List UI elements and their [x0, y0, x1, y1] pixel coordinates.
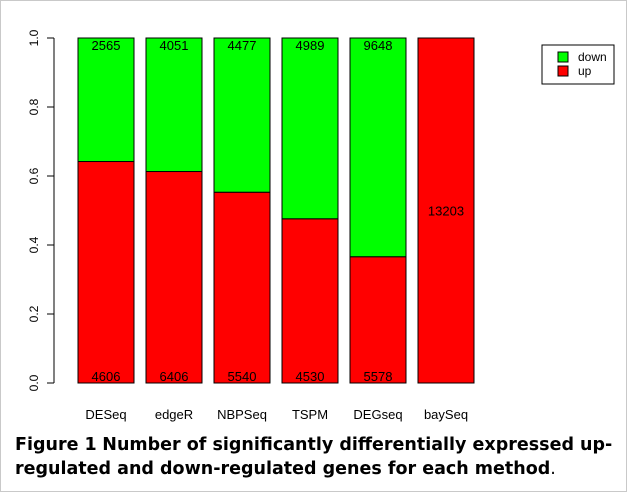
y-tick-label: 0.2	[27, 305, 41, 322]
bar-label-down-DEGseq: 9648	[364, 38, 393, 53]
bar-down-TSPM	[281, 37, 339, 220]
y-tick-label: 0.4	[27, 236, 41, 253]
caption-text: Number of significantly differentially e…	[15, 435, 613, 479]
legend-swatch-up	[557, 65, 569, 77]
bar-up-TSPM	[281, 218, 339, 384]
bar-down-DEGseq	[349, 37, 407, 258]
bar-labels: 4606 2565 6406 4051 5540 4477 4530 4989 5578 9648…	[92, 38, 465, 384]
y-axis: 0.0 0.2 0.4 0.6 0.8 1.0	[27, 29, 55, 391]
bar-label-up-baySeq: 13203	[428, 204, 464, 219]
bar-up-NBPSeq	[213, 191, 271, 384]
y-tick-label: 0.0	[27, 374, 41, 391]
bar-label-down-DESeq: 2565	[92, 38, 121, 53]
bar-label-down-NBPSeq: 4477	[228, 38, 257, 53]
figure-caption: Figure 1 Number of significantly differe…	[15, 433, 615, 481]
legend-label-up: up	[578, 64, 592, 78]
bar-label-up-DEGseq: 5578	[364, 369, 393, 384]
bar-label-up-NBPSeq: 5540	[228, 369, 257, 384]
caption-label: Figure 1	[15, 435, 97, 455]
x-tick-label-edgeR: edgeR	[155, 407, 193, 422]
bar-label-up-TSPM: 4530	[296, 369, 325, 384]
bar-label-down-TSPM: 4989	[296, 38, 325, 53]
x-tick-labels: DESeq edgeR NBPSeq TSPM DEGseq baySeq	[85, 407, 468, 422]
x-tick-label-TSPM: TSPM	[292, 407, 328, 422]
bar-down-edgeR	[145, 37, 203, 173]
bar-up-DESeq	[77, 161, 135, 384]
x-tick-label-DESeq: DESeq	[85, 407, 126, 422]
bar-up-edgeR	[145, 171, 203, 384]
bar-up-DEGseq	[349, 256, 407, 384]
legend-box	[541, 44, 615, 85]
y-tick-label: 1.0	[27, 29, 41, 46]
bar-label-up-edgeR: 6406	[160, 369, 189, 384]
bar-up-baySeq	[417, 37, 475, 384]
bars	[77, 37, 475, 384]
legend-label-down: down	[578, 50, 607, 64]
bar-label-up-DESeq: 4606	[92, 369, 121, 384]
bar-label-down-edgeR: 4051	[160, 38, 189, 53]
y-tick-label: 0.8	[27, 98, 41, 115]
bar-down-NBPSeq	[213, 37, 271, 193]
caption-end: .	[550, 459, 556, 479]
x-tick-label-baySeq: baySeq	[424, 407, 468, 422]
y-tick-label: 0.6	[27, 167, 41, 184]
x-tick-label-DEGseq: DEGseq	[353, 407, 402, 422]
x-tick-label-NBPSeq: NBPSeq	[217, 407, 267, 422]
legend-swatch-down	[557, 51, 569, 63]
bar-down-DESeq	[77, 37, 135, 163]
stacked-bar-chart: 0.00.20.40.60.81.0 460625656406405155404…	[27, 29, 615, 422]
